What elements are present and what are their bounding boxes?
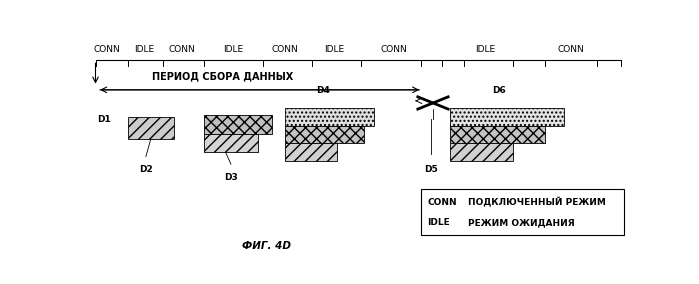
Text: CONN: CONN (380, 45, 407, 54)
Text: CONN: CONN (427, 198, 456, 207)
Text: D2: D2 (139, 165, 153, 174)
Bar (450, 126, 545, 143)
Text: D5: D5 (424, 165, 438, 174)
Text: ФИГ. 4D: ФИГ. 4D (242, 241, 291, 250)
Text: D6: D6 (492, 86, 506, 95)
Bar (204, 133, 258, 152)
Text: ПОДКЛЮЧЕННЫЙ РЕЖИМ: ПОДКЛЮЧЕННЫЙ РЕЖИМ (468, 197, 605, 207)
Text: CONN: CONN (272, 45, 298, 54)
Text: CONN: CONN (94, 45, 120, 54)
Bar (285, 108, 375, 126)
Bar (285, 143, 337, 161)
Text: CONN: CONN (168, 45, 196, 54)
Bar (421, 189, 624, 235)
Bar (450, 143, 512, 161)
Text: D3: D3 (224, 173, 238, 182)
Bar (285, 126, 363, 143)
Text: IDLE: IDLE (324, 45, 344, 54)
Text: IDLE: IDLE (224, 45, 244, 54)
Text: РЕЖИМ ОЖИДАНИЯ: РЕЖИМ ОЖИДАНИЯ (468, 218, 575, 227)
Text: IDLE: IDLE (475, 45, 496, 54)
Text: D4: D4 (316, 86, 330, 95)
Bar (204, 115, 271, 133)
Bar (450, 108, 564, 126)
Text: IDLE: IDLE (427, 218, 449, 227)
Text: IDLE: IDLE (134, 45, 154, 54)
Bar (128, 117, 174, 139)
Text: CONN: CONN (558, 45, 584, 54)
Text: ПЕРИОД СБОРА ДАННЫХ: ПЕРИОД СБОРА ДАННЫХ (152, 71, 294, 81)
Text: D1: D1 (97, 115, 111, 124)
